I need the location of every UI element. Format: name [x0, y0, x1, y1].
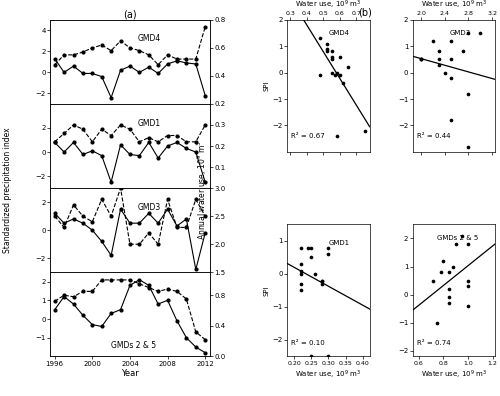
- Point: [339, 80, 347, 86]
- Y-axis label: SPI: SPI: [264, 80, 270, 91]
- Point: [328, 56, 336, 63]
- Text: Standardized precipitation index: Standardized precipitation index: [3, 127, 12, 253]
- X-axis label: Water use, 10$^9$ m$^3$: Water use, 10$^9$ m$^3$: [295, 368, 362, 381]
- Y-axis label: SPI: SPI: [264, 285, 270, 296]
- Point: [464, 143, 472, 150]
- Point: [307, 254, 315, 261]
- X-axis label: Water use, 10$^9$ m$^3$: Water use, 10$^9$ m$^3$: [295, 0, 362, 11]
- Text: GMD1: GMD1: [328, 240, 349, 246]
- Point: [435, 61, 443, 68]
- Point: [297, 267, 305, 274]
- Point: [318, 277, 326, 284]
- Point: [328, 53, 336, 60]
- Text: GMD3: GMD3: [450, 30, 471, 36]
- Text: R² = 0.10: R² = 0.10: [292, 340, 325, 346]
- Point: [318, 281, 326, 287]
- Text: Annual water use, 10$^9$ m$^3$: Annual water use, 10$^9$ m$^3$: [196, 140, 209, 240]
- Point: [332, 69, 340, 76]
- Point: [297, 271, 305, 277]
- Point: [380, 333, 388, 340]
- Text: GMDs 2 & 5: GMDs 2 & 5: [438, 235, 478, 241]
- Point: [332, 133, 340, 139]
- Text: GMDs 2 & 5: GMDs 2 & 5: [111, 341, 156, 350]
- Point: [336, 53, 344, 60]
- Point: [435, 48, 443, 55]
- Point: [452, 241, 460, 247]
- Point: [449, 263, 457, 270]
- Point: [441, 69, 449, 76]
- Point: [307, 244, 315, 251]
- Point: [310, 271, 318, 277]
- Point: [307, 353, 315, 360]
- Point: [447, 56, 455, 63]
- Point: [297, 281, 305, 287]
- Title: (a): (a): [123, 9, 137, 19]
- Point: [458, 48, 466, 55]
- Point: [464, 241, 472, 247]
- Text: (b): (b): [358, 8, 372, 18]
- Text: R² = 0.74: R² = 0.74: [416, 340, 450, 346]
- Point: [336, 72, 344, 78]
- Text: GMD1: GMD1: [138, 118, 161, 128]
- Text: GMD4: GMD4: [328, 30, 349, 36]
- Point: [328, 48, 336, 55]
- Point: [446, 286, 454, 292]
- Point: [304, 244, 312, 251]
- Point: [476, 30, 484, 36]
- Point: [297, 261, 305, 267]
- Point: [297, 244, 305, 251]
- Point: [324, 244, 332, 251]
- X-axis label: Water use, 10$^9$ m$^3$: Water use, 10$^9$ m$^3$: [420, 368, 487, 381]
- Point: [324, 251, 332, 257]
- Point: [429, 38, 437, 44]
- Point: [464, 283, 472, 289]
- Point: [464, 278, 472, 284]
- Point: [324, 353, 332, 360]
- Point: [464, 30, 472, 36]
- Point: [458, 232, 466, 239]
- Point: [446, 294, 454, 301]
- Point: [297, 287, 305, 293]
- X-axis label: Year: Year: [121, 369, 139, 378]
- Point: [322, 40, 330, 47]
- Point: [328, 69, 336, 76]
- Point: [418, 56, 426, 63]
- Point: [437, 269, 445, 275]
- Point: [447, 75, 455, 81]
- Point: [430, 278, 438, 284]
- Point: [331, 72, 339, 78]
- Text: R² = 0.67: R² = 0.67: [292, 133, 325, 139]
- Point: [360, 128, 368, 134]
- Point: [322, 48, 330, 55]
- Point: [435, 56, 443, 63]
- Point: [440, 258, 448, 264]
- Point: [446, 300, 454, 306]
- Point: [447, 38, 455, 44]
- Text: GMD3: GMD3: [138, 203, 161, 211]
- Text: GMD4: GMD4: [138, 34, 161, 43]
- Point: [318, 277, 326, 284]
- Point: [418, 56, 426, 63]
- X-axis label: Water use, 10$^9$ m$^3$: Water use, 10$^9$ m$^3$: [420, 0, 487, 11]
- Point: [433, 320, 441, 326]
- Point: [446, 269, 454, 275]
- Point: [322, 46, 330, 52]
- Point: [316, 72, 324, 78]
- Text: R² = 0.44: R² = 0.44: [416, 133, 450, 139]
- Point: [418, 56, 426, 63]
- Point: [316, 35, 324, 42]
- Point: [344, 64, 352, 70]
- Point: [447, 117, 455, 123]
- Point: [464, 303, 472, 309]
- Point: [464, 91, 472, 97]
- Point: [368, 342, 376, 348]
